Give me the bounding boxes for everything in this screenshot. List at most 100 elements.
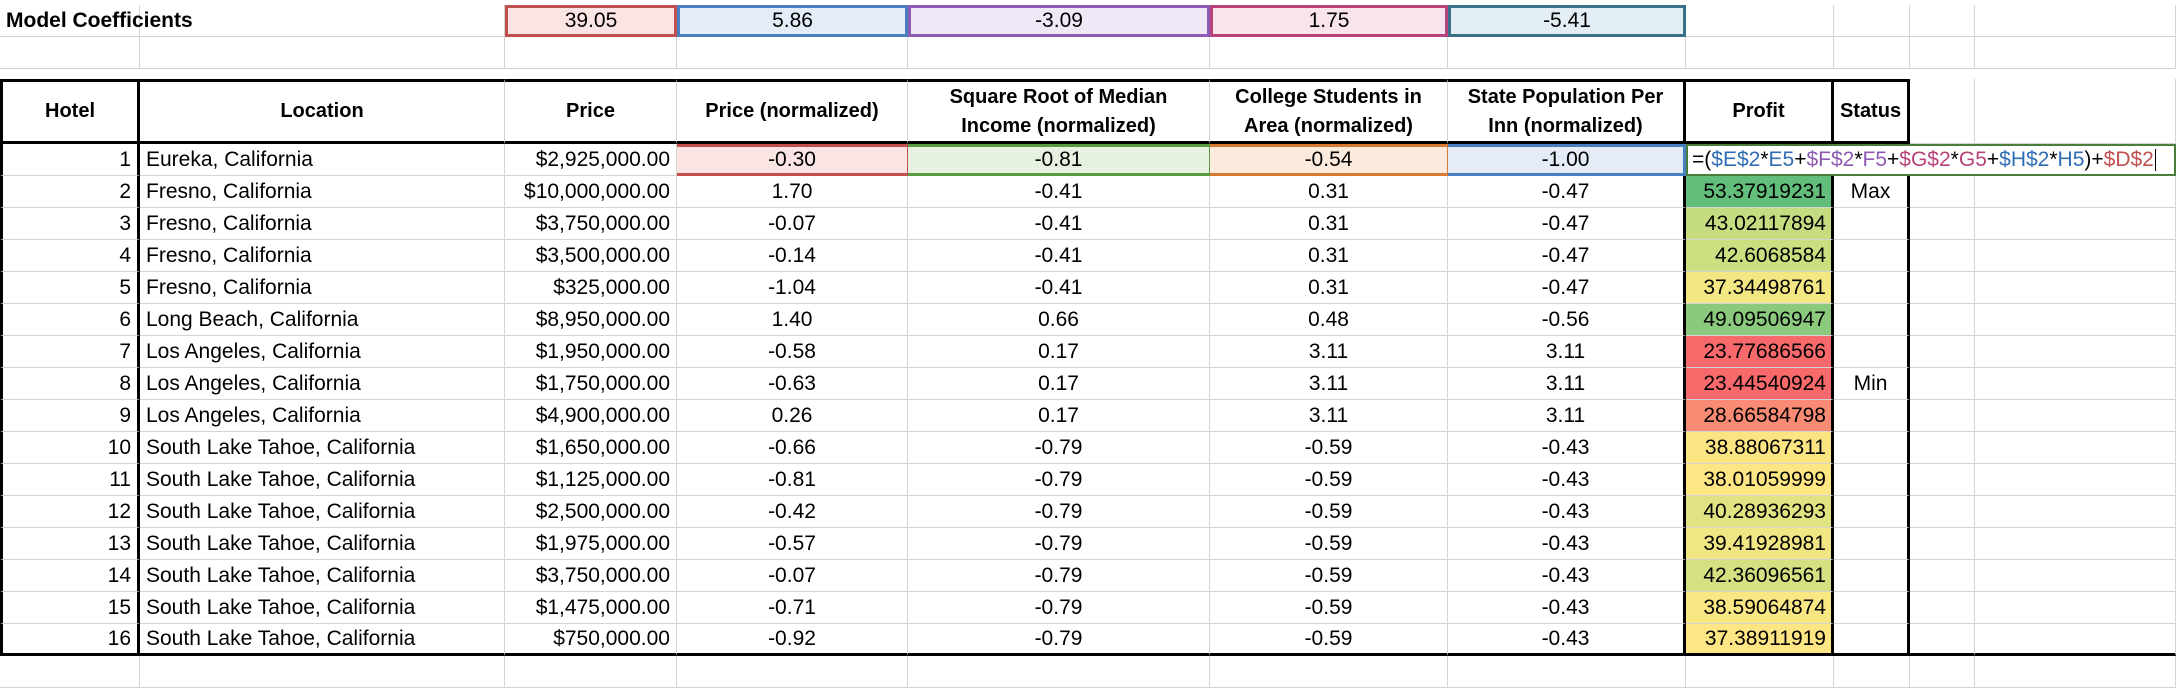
profit-cell[interactable]: 53.37919231 bbox=[1686, 176, 1834, 208]
status-cell[interactable] bbox=[1834, 336, 1910, 368]
hotel-number-cell[interactable]: 8 bbox=[0, 368, 140, 400]
students-cell[interactable]: 0.31 bbox=[1210, 240, 1448, 272]
status-cell[interactable] bbox=[1834, 592, 1910, 624]
header-price-normalized[interactable]: Price (normalized) bbox=[677, 79, 908, 144]
empty-cell[interactable] bbox=[1834, 656, 1910, 688]
empty-cell[interactable] bbox=[1975, 79, 2176, 144]
empty-cell[interactable] bbox=[1910, 400, 1975, 432]
empty-cell[interactable] bbox=[1910, 592, 1975, 624]
empty-cell[interactable] bbox=[1975, 560, 2176, 592]
population-cell[interactable]: -0.43 bbox=[1448, 496, 1686, 528]
empty-cell[interactable] bbox=[1975, 400, 2176, 432]
coefficient-students[interactable]: 1.75 bbox=[1210, 5, 1448, 37]
price-cell[interactable]: $1,750,000.00 bbox=[505, 368, 677, 400]
coefficient-income[interactable]: -3.09 bbox=[908, 5, 1210, 37]
hotel-number-cell[interactable]: 4 bbox=[0, 240, 140, 272]
population-cell[interactable]: 3.11 bbox=[1448, 400, 1686, 432]
profit-formula-editor[interactable]: =($E$2 * E5 + $F$2 * F5 + $G$2 * G5 + $H$2 * H5)+ $D$2 bbox=[1686, 144, 2176, 176]
empty-cell[interactable] bbox=[1448, 37, 1686, 69]
location-cell[interactable]: Eureka, California bbox=[140, 144, 505, 176]
hotel-number-cell[interactable]: 16 bbox=[0, 624, 140, 656]
profit-cell[interactable]: 23.77686566 bbox=[1686, 336, 1834, 368]
empty-cell[interactable] bbox=[0, 37, 140, 69]
empty-cell[interactable] bbox=[1910, 560, 1975, 592]
price-cell[interactable]: $8,950,000.00 bbox=[505, 304, 677, 336]
hotel-number-cell[interactable]: 11 bbox=[0, 464, 140, 496]
hotel-number-cell[interactable]: 9 bbox=[0, 400, 140, 432]
empty-cell[interactable] bbox=[1975, 464, 2176, 496]
price-normalized-cell[interactable]: -0.14 bbox=[677, 240, 908, 272]
empty-cell[interactable] bbox=[1975, 432, 2176, 464]
students-cell[interactable]: 0.48 bbox=[1210, 304, 1448, 336]
price-normalized-cell[interactable]: -0.57 bbox=[677, 528, 908, 560]
empty-cell[interactable] bbox=[1975, 240, 2176, 272]
hotel-number-cell[interactable]: 1 bbox=[0, 144, 140, 176]
price-cell[interactable]: $3,500,000.00 bbox=[505, 240, 677, 272]
empty-cell[interactable] bbox=[1910, 496, 1975, 528]
price-normalized-cell[interactable]: 0.26 bbox=[677, 400, 908, 432]
location-cell[interactable]: South Lake Tahoe, California bbox=[140, 592, 505, 624]
price-cell[interactable]: $4,900,000.00 bbox=[505, 400, 677, 432]
income-cell[interactable]: 0.17 bbox=[908, 336, 1210, 368]
location-cell[interactable]: Long Beach, California bbox=[140, 304, 505, 336]
empty-cell[interactable] bbox=[1910, 464, 1975, 496]
price-normalized-cell[interactable]: -0.63 bbox=[677, 368, 908, 400]
income-cell[interactable]: 0.66 bbox=[908, 304, 1210, 336]
price-normalized-cell[interactable]: 1.70 bbox=[677, 176, 908, 208]
income-cell[interactable]: 0.17 bbox=[908, 368, 1210, 400]
empty-cell[interactable] bbox=[1975, 304, 2176, 336]
status-cell[interactable] bbox=[1834, 528, 1910, 560]
price-cell[interactable]: $1,475,000.00 bbox=[505, 592, 677, 624]
price-cell[interactable]: $2,925,000.00 bbox=[505, 144, 677, 176]
location-cell[interactable]: Los Angeles, California bbox=[140, 336, 505, 368]
header-profit[interactable]: Profit bbox=[1686, 79, 1834, 144]
profit-cell[interactable]: 49.09506947 bbox=[1686, 304, 1834, 336]
income-cell[interactable]: -0.81 bbox=[908, 144, 1210, 176]
population-cell[interactable]: -0.47 bbox=[1448, 176, 1686, 208]
status-cell[interactable] bbox=[1834, 208, 1910, 240]
empty-cell[interactable] bbox=[1686, 656, 1834, 688]
price-cell[interactable]: $1,650,000.00 bbox=[505, 432, 677, 464]
price-cell[interactable]: $750,000.00 bbox=[505, 624, 677, 656]
profit-cell[interactable]: 38.01059999 bbox=[1686, 464, 1834, 496]
price-cell[interactable]: $2,500,000.00 bbox=[505, 496, 677, 528]
empty-cell[interactable] bbox=[1910, 176, 1975, 208]
location-cell[interactable]: Los Angeles, California bbox=[140, 400, 505, 432]
header-students[interactable]: College Students in Area (normalized) bbox=[1210, 79, 1448, 144]
empty-cell[interactable] bbox=[677, 37, 908, 69]
price-cell[interactable]: $1,975,000.00 bbox=[505, 528, 677, 560]
header-population[interactable]: State Population Per Inn (normalized) bbox=[1448, 79, 1686, 144]
population-cell[interactable]: 3.11 bbox=[1448, 336, 1686, 368]
students-cell[interactable]: -0.59 bbox=[1210, 528, 1448, 560]
income-cell[interactable]: -0.79 bbox=[908, 528, 1210, 560]
population-cell[interactable]: -0.43 bbox=[1448, 624, 1686, 656]
price-cell[interactable]: $325,000.00 bbox=[505, 272, 677, 304]
empty-cell[interactable] bbox=[1686, 37, 1834, 69]
population-cell[interactable]: -1.00 bbox=[1448, 144, 1686, 176]
empty-cell[interactable] bbox=[1686, 5, 1834, 37]
hotel-number-cell[interactable]: 10 bbox=[0, 432, 140, 464]
price-cell[interactable]: $10,000,000.00 bbox=[505, 176, 677, 208]
income-cell[interactable]: -0.79 bbox=[908, 624, 1210, 656]
status-cell[interactable] bbox=[1834, 560, 1910, 592]
empty-cell[interactable] bbox=[1910, 336, 1975, 368]
status-cell[interactable] bbox=[1834, 272, 1910, 304]
income-cell[interactable]: -0.41 bbox=[908, 240, 1210, 272]
location-cell[interactable]: South Lake Tahoe, California bbox=[140, 560, 505, 592]
empty-cell[interactable] bbox=[1910, 37, 1975, 69]
price-normalized-cell[interactable]: -0.66 bbox=[677, 432, 908, 464]
status-cell[interactable]: Min bbox=[1834, 368, 1910, 400]
students-cell[interactable]: -0.59 bbox=[1210, 464, 1448, 496]
empty-cell[interactable] bbox=[1975, 176, 2176, 208]
profit-cell[interactable]: 38.59064874 bbox=[1686, 592, 1834, 624]
status-cell[interactable] bbox=[1834, 432, 1910, 464]
price-normalized-cell[interactable]: 1.40 bbox=[677, 304, 908, 336]
income-cell[interactable]: -0.79 bbox=[908, 592, 1210, 624]
price-normalized-cell[interactable]: -0.30 bbox=[677, 144, 908, 176]
empty-cell[interactable] bbox=[1975, 336, 2176, 368]
empty-cell[interactable] bbox=[908, 37, 1210, 69]
price-cell[interactable]: $1,950,000.00 bbox=[505, 336, 677, 368]
empty-cell[interactable] bbox=[1975, 5, 2176, 37]
profit-cell[interactable]: 38.88067311 bbox=[1686, 432, 1834, 464]
status-cell[interactable]: Max bbox=[1834, 176, 1910, 208]
